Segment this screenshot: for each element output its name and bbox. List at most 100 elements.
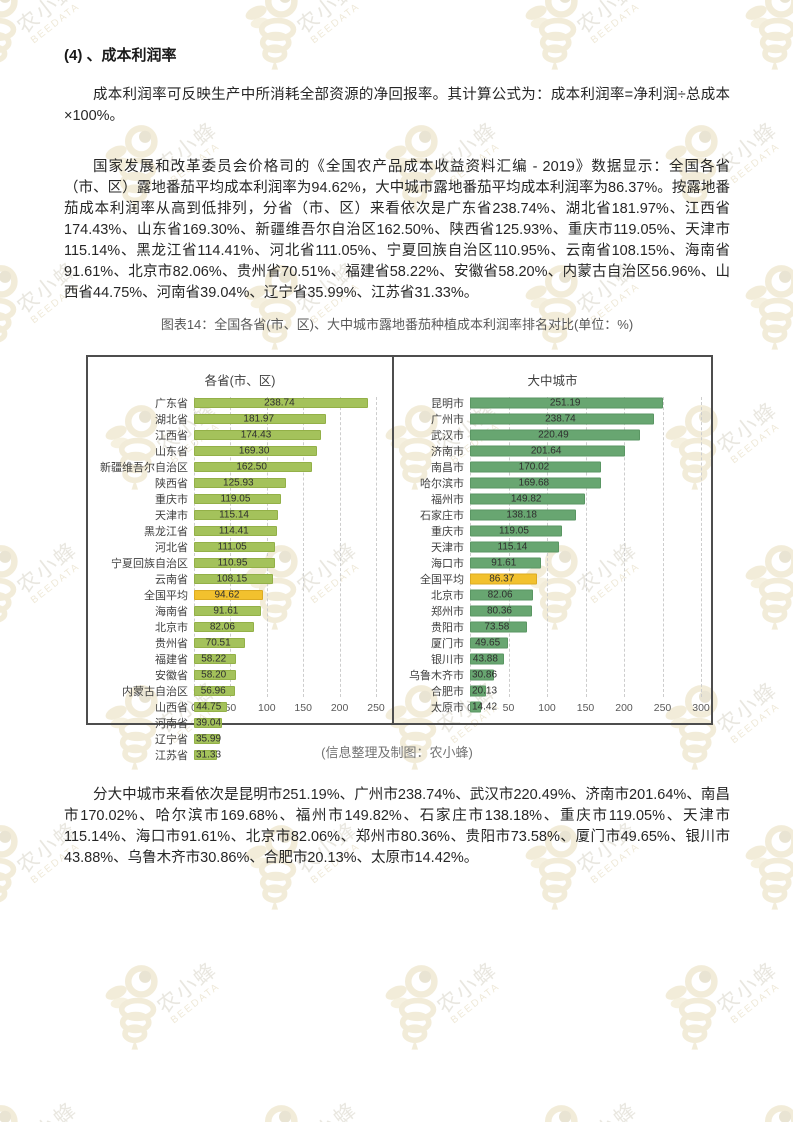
category-label: 河南省 — [155, 718, 188, 730]
bar-row: 武汉市 220.49 — [394, 427, 711, 443]
bar-track: 86.37 — [470, 571, 711, 587]
category-label: 海南省 — [155, 606, 188, 618]
value-label: 125.93 — [223, 477, 254, 489]
bar-track: 162.50 — [194, 459, 392, 475]
bar-track: 35.99 — [194, 731, 392, 747]
paragraph-province-ranking: 国家发展和改革委员会价格司的《全国农产品成本收益资料汇编 - 2019》数据显示… — [64, 159, 730, 301]
bar-track: 30.86 — [470, 667, 711, 683]
bar-track: 73.58 — [470, 619, 711, 635]
bar-track: 115.14 — [194, 507, 392, 523]
category-label: 哈尔滨市 — [420, 478, 464, 490]
bar — [470, 669, 494, 681]
bar-row: 石家庄市 138.18 — [394, 507, 711, 523]
value-label: 181.97 — [243, 413, 275, 425]
bar — [470, 653, 504, 665]
bar-track: 169.30 — [194, 443, 392, 459]
category-label: 福州市 — [431, 494, 464, 506]
gridline — [376, 397, 377, 697]
value-label: 82.06 — [487, 589, 513, 601]
bar — [194, 686, 236, 696]
value-label: 201.64 — [530, 445, 562, 457]
bar-row: 重庆市 119.05 — [394, 523, 711, 539]
value-label: 220.49 — [538, 429, 569, 441]
value-label: 111.05 — [217, 541, 247, 553]
category-label: 太原市 — [431, 702, 464, 714]
bar-track: 82.06 — [470, 587, 711, 603]
value-label: 73.58 — [484, 621, 510, 633]
bar-rows: 广东省 238.74 湖北省 181.97 江西省 174.43 山东省 169.30 新疆维吾… — [88, 395, 392, 762]
bar-row: 北京市 82.06 — [394, 587, 711, 603]
bar-track: 44.75 — [194, 699, 392, 715]
bar — [470, 477, 601, 489]
bar-track: 238.74 — [194, 395, 392, 411]
value-label: 149.82 — [510, 493, 542, 505]
bar-row: 新疆维吾尔自治区 162.50 — [88, 459, 392, 475]
bar-row: 辽宁省 35.99 — [88, 731, 392, 747]
bar-row: 江苏省 31.33 — [88, 747, 392, 763]
bar-row: 海南省 91.61 — [88, 603, 392, 619]
bar — [194, 414, 327, 424]
axis-tick: 50 — [502, 702, 515, 714]
bar — [194, 446, 318, 456]
bar-track: 20.13 — [470, 683, 711, 699]
value-label: 91.61 — [491, 557, 517, 569]
bar-track: 70.51 — [194, 635, 392, 651]
value-label: 58.20 — [201, 669, 227, 681]
axis-tick: 200 — [615, 702, 633, 714]
bar-track: 115.14 — [470, 539, 711, 555]
bar-row: 湖北省 181.97 — [88, 411, 392, 427]
value-label: 49.65 — [475, 637, 501, 649]
axis-tick: 50 — [224, 702, 237, 714]
bar-row: 济南市 201.64 — [394, 443, 711, 459]
value-label: 44.75 — [196, 701, 222, 713]
bar-track: 238.74 — [470, 411, 711, 427]
category-label: 辽宁省 — [155, 734, 188, 746]
bar — [194, 430, 321, 440]
axis-tick: 150 — [576, 702, 595, 714]
category-label: 海口市 — [431, 558, 464, 570]
bar — [470, 509, 577, 521]
bar — [470, 637, 509, 649]
category-label: 合肥市 — [431, 686, 464, 698]
bar-track: 108.15 — [194, 571, 392, 587]
bar — [194, 462, 313, 472]
category-label: 郑州市 — [431, 606, 464, 618]
bar — [470, 429, 640, 441]
value-label: 169.30 — [238, 445, 270, 457]
bar-track: 56.96 — [194, 683, 392, 699]
bar-row: 乌鲁木齐市 30.86 — [394, 667, 711, 683]
figure-chart-box: 各省(市、区) 广东省 238.74 湖北省 181.97 江西省 174.43 山东省 16… — [86, 355, 713, 763]
value-label: 238.74 — [264, 397, 295, 409]
value-label: 110.95 — [217, 557, 248, 569]
bar-row: 天津市 115.14 — [88, 507, 392, 523]
value-label: 58.22 — [201, 653, 227, 665]
category-label: 全国平均 — [144, 590, 188, 602]
bar-track: 174.43 — [194, 427, 392, 443]
bar-row: 北京市 82.06 — [88, 619, 392, 635]
bar-rows: 昆明市 251.19 广州市 238.74 武汉市 220.49 济南市 201.64 南昌市 1… — [394, 395, 711, 714]
category-label: 南昌市 — [431, 462, 464, 474]
value-label: 119.05 — [220, 493, 251, 505]
bar-track: 181.97 — [194, 411, 392, 427]
bar-row: 厦门市 49.65 — [394, 635, 711, 651]
bar-track: 80.36 — [470, 603, 711, 619]
bar-track: 94.62 — [194, 587, 392, 603]
bar-track: 111.05 — [194, 539, 392, 555]
bar-track: 114.41 — [194, 523, 392, 539]
bar-track: 201.64 — [470, 443, 711, 459]
bar — [194, 526, 278, 536]
bar-row: 山西省 44.75 — [88, 699, 392, 715]
bar-row: 贵阳市 73.58 — [394, 619, 711, 635]
gridline — [701, 397, 702, 697]
value-label: 174.43 — [240, 429, 272, 441]
bar — [194, 638, 246, 648]
chart-provinces: 各省(市、区) 广东省 238.74 湖北省 181.97 江西省 174.43 山东省 16… — [88, 357, 392, 763]
bar — [194, 734, 221, 744]
category-label: 安徽省 — [155, 670, 188, 682]
bar-track: 43.88 — [470, 651, 711, 667]
category-label: 贵阳市 — [431, 622, 464, 634]
bar-row: 福州市 149.82 — [394, 491, 711, 507]
axis-tick: 150 — [294, 702, 312, 714]
